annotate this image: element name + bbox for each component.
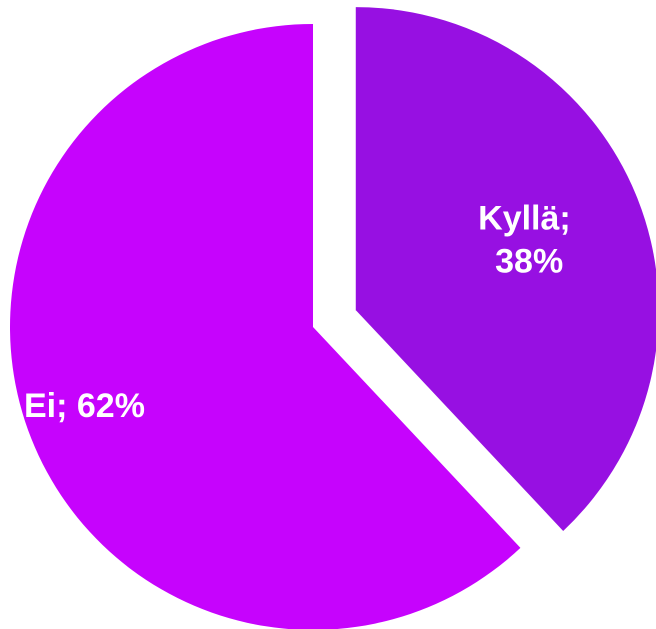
slice-label-kylla-line1: Kyllä; xyxy=(478,199,571,237)
slice-label-kylla: Kyllä; 38% xyxy=(478,199,580,280)
pie-slice-ei xyxy=(10,24,521,629)
slice-label-kylla-line2: 38% xyxy=(495,242,563,280)
slice-label-ei-line1: Ei; 62% xyxy=(24,387,145,425)
slice-label-ei: Ei; 62% xyxy=(24,387,145,425)
pie-slice-kylla xyxy=(355,7,656,531)
